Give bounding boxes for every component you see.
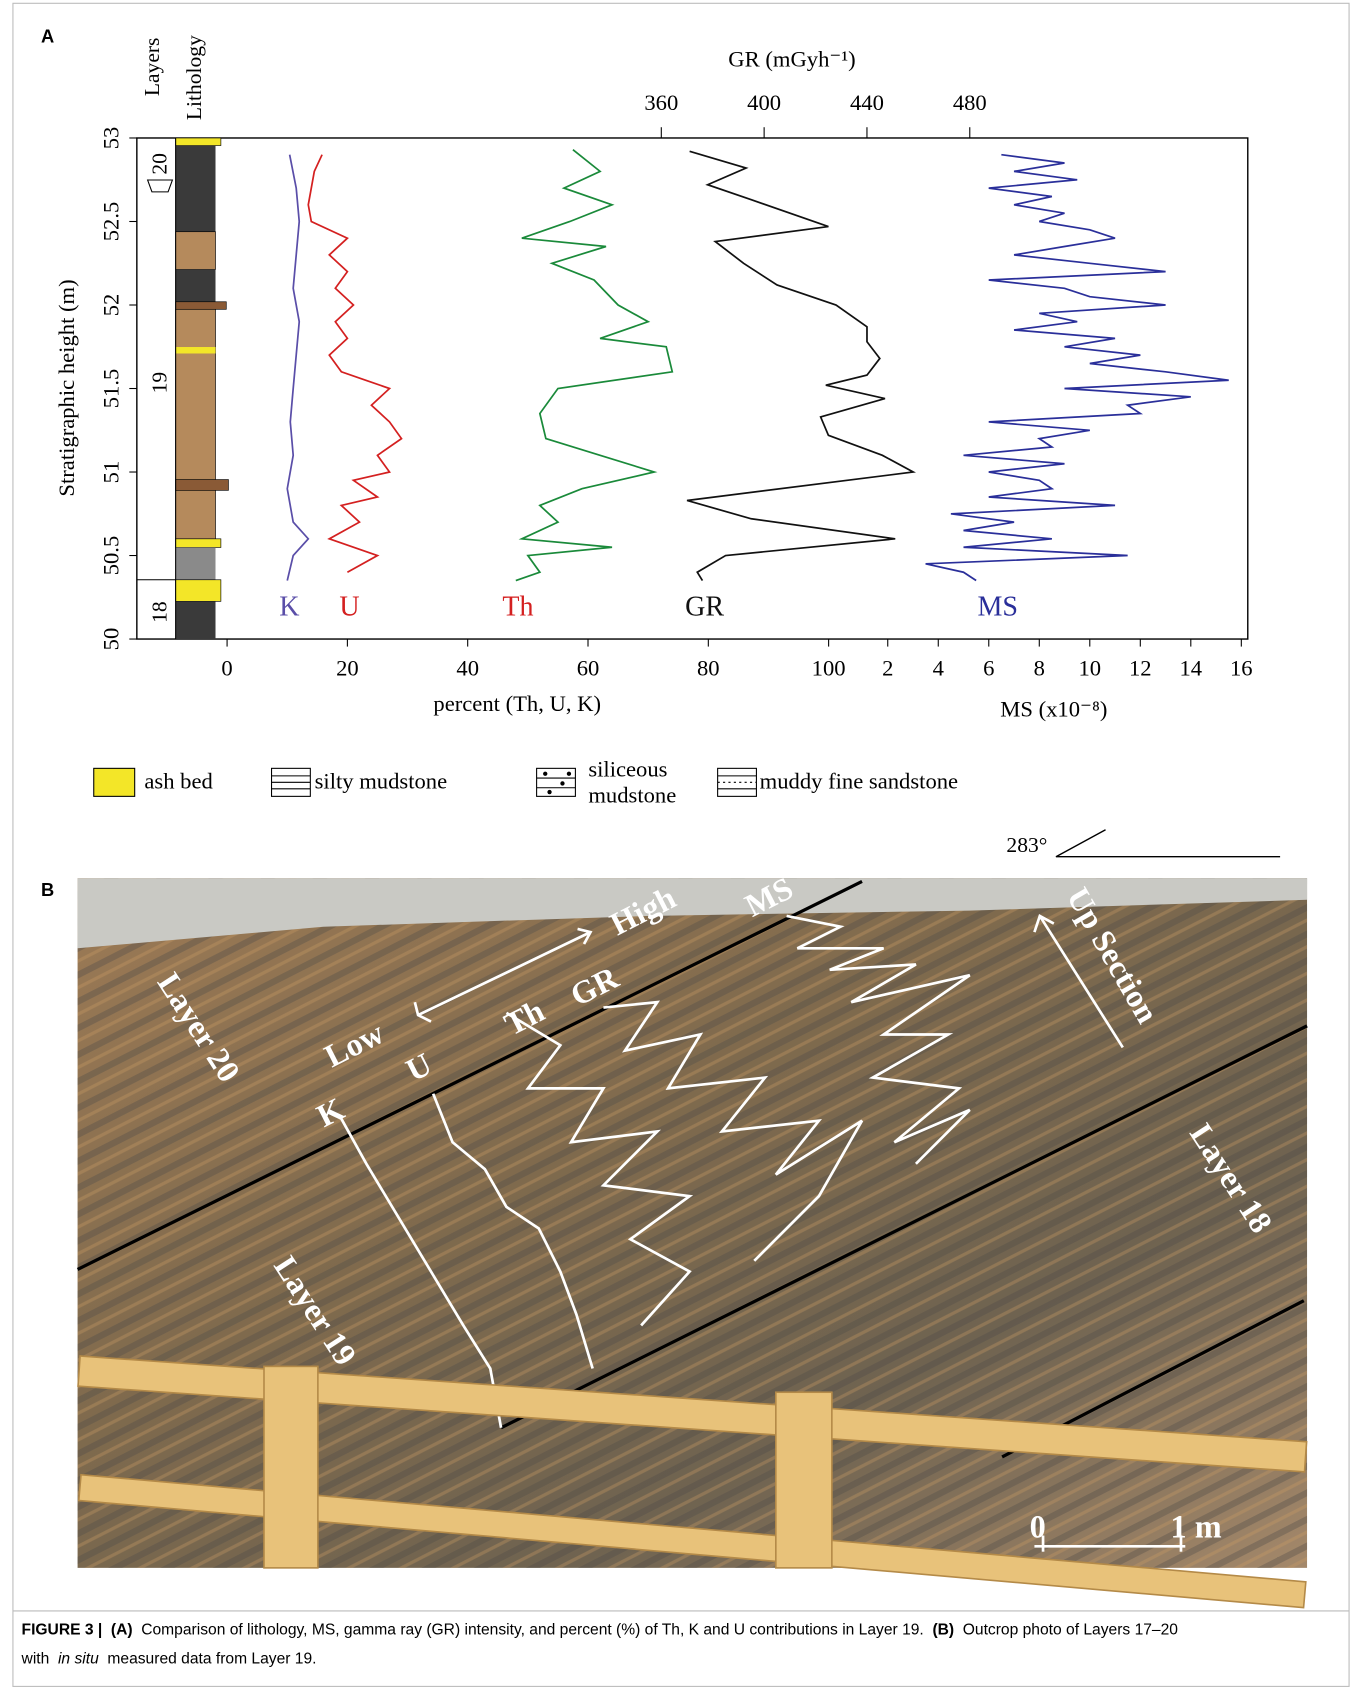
- series-label: U: [339, 591, 359, 622]
- caption: FIGURE 3 | (A) Comparison of lithology, …: [22, 1621, 1179, 1638]
- caption-text: Outcrop photo of Layers 17–20: [963, 1621, 1179, 1638]
- y-tick-label: 52: [98, 294, 123, 317]
- x-tick-label: 20: [336, 655, 359, 680]
- x-tick-label: 8: [1034, 655, 1045, 680]
- x-tick-label: 2: [882, 655, 893, 680]
- x2-tick-label: 360: [644, 90, 678, 115]
- series-line: [516, 150, 672, 581]
- series-label: GR: [685, 591, 724, 622]
- layer-label: 20: [148, 153, 172, 175]
- series-label: K: [279, 591, 299, 622]
- orientation-symbol: [1056, 830, 1280, 857]
- x-tick-label: 80: [697, 655, 720, 680]
- y-axis-label: Stratigraphic height (m): [54, 279, 79, 496]
- caption-part: (A): [111, 1621, 133, 1638]
- x-tick-label: 100: [812, 655, 846, 680]
- x2-tick-label: 400: [747, 90, 781, 115]
- x-tick-label: 14: [1180, 655, 1203, 680]
- column-header: Lithology: [182, 35, 206, 120]
- caption-text: measured data from Layer 19.: [107, 1651, 316, 1668]
- orientation-label: 283°: [1006, 833, 1047, 857]
- caption-italic: in situ: [58, 1651, 99, 1668]
- y-tick-label: 52.5: [98, 202, 123, 242]
- y-tick-label: 50.5: [98, 536, 123, 576]
- panel-label: B: [41, 879, 54, 900]
- layer-label: 18: [148, 601, 172, 623]
- legend-label: ash bed: [144, 769, 213, 794]
- x-tick-label: 0: [221, 655, 232, 680]
- series-line: [926, 155, 1229, 581]
- layer-label: 19: [148, 372, 172, 394]
- scale-label: 0: [1030, 1509, 1046, 1545]
- series-line: [308, 155, 401, 573]
- x2-tick-label: 480: [953, 90, 987, 115]
- series-label: MS: [977, 591, 1017, 622]
- series-line: [287, 155, 308, 581]
- x-tick-label: 12: [1129, 655, 1152, 680]
- y-tick-label: 51.5: [98, 369, 123, 409]
- x-tick-label: 4: [933, 655, 944, 680]
- legend-label: silty mudstone: [315, 769, 448, 794]
- figure: A 20 19 18 Layers Lithology Stratigraphi…: [0, 0, 1362, 1694]
- caption-part: (B): [932, 1621, 954, 1638]
- caption-text: with: [21, 1651, 50, 1668]
- y-tick-label: 50: [98, 628, 123, 651]
- series-label: Th: [502, 591, 533, 622]
- series-line: [687, 151, 913, 580]
- x-tick-label: 10: [1078, 655, 1101, 680]
- column-header: Layers: [140, 38, 164, 97]
- x2-axis-label: GR (mGyh⁻¹): [728, 47, 855, 72]
- legend-label: mudstone: [588, 783, 676, 808]
- x-tick-label: 40: [456, 655, 479, 680]
- x-axis-label: percent (Th, U, K): [433, 691, 601, 716]
- caption: with in situ measured data from Layer 19…: [21, 1651, 317, 1668]
- y-tick-label: 53: [98, 127, 123, 150]
- legend-label: muddy fine sandstone: [760, 769, 958, 794]
- scale-label: 1 m: [1170, 1509, 1221, 1545]
- x2-tick-label: 440: [850, 90, 884, 115]
- caption-text: Comparison of lithology, MS, gamma ray (…: [141, 1621, 924, 1638]
- caption-figure: FIGURE 3 |: [22, 1621, 103, 1638]
- x-tick-label: 6: [983, 655, 994, 680]
- x-tick-label: 60: [577, 655, 600, 680]
- x-tick-label: 16: [1230, 655, 1253, 680]
- y-tick-label: 51: [98, 461, 123, 484]
- panel-label: A: [41, 26, 54, 47]
- legend-label: siliceous: [588, 757, 667, 782]
- x3-axis-label: MS (x10⁻⁸): [1000, 696, 1107, 721]
